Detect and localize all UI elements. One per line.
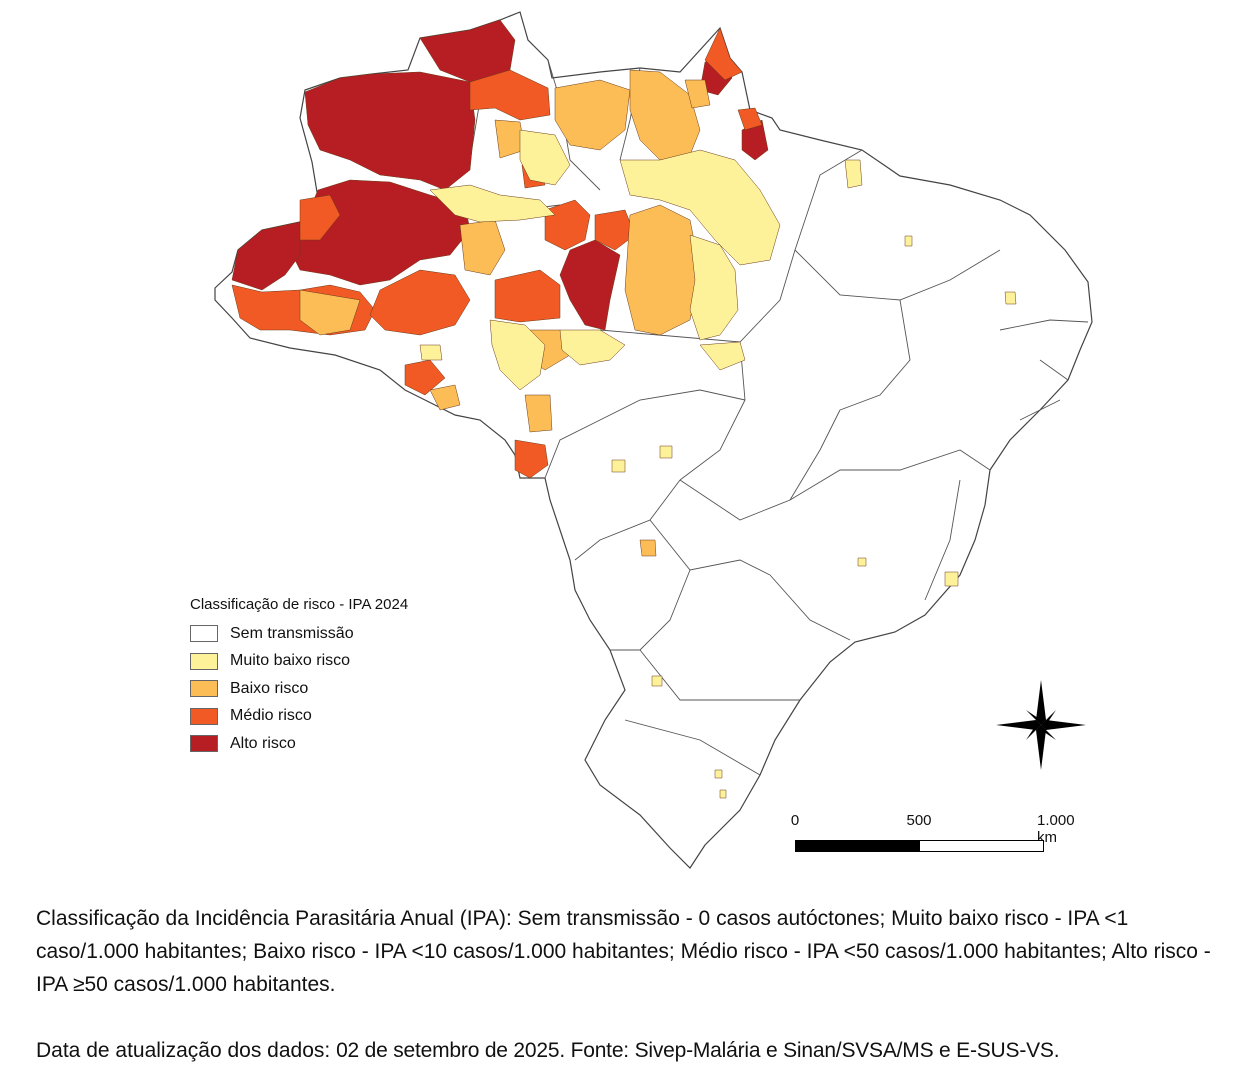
ipa-classification-caption: Classificação da Incidência Parasitária … [36,907,1211,996]
legend-swatch [190,625,218,643]
region-medio-risco [299,194,341,241]
scale-segment-black [795,840,919,852]
region-muito-baixo-risco [659,445,673,459]
legend-item-medio-risco: Médio risco [190,703,490,731]
region-medio-risco [594,209,636,251]
region-muito-baixo-risco [719,789,727,799]
region-baixo-risco [639,539,657,557]
region-medio-risco [704,27,743,81]
region-medio-risco [404,359,446,396]
region-baixo-risco [429,384,461,411]
risk-regions [231,19,1017,799]
legend-swatch [190,707,218,725]
region-muito-baixo-risco [944,571,959,587]
brazil-malaria-risk-map [214,11,1093,869]
scale-label-0: 0 [790,812,800,829]
legend-item-sem-transmissao: Sem transmissão [190,620,490,648]
region-alto-risco [231,221,301,291]
scale-segment-white [919,840,1044,852]
legend-title: Classificação de risco - IPA 2024 [190,596,409,613]
region-medio-risco [544,199,591,251]
footer-label: Data de atualização dos dados: [36,1039,331,1062]
region-muito-baixo-risco [699,341,746,371]
footer-source-text: 02 de setembro de 2025. Fonte: Sivep-Mal… [336,1039,1060,1062]
region-muito-baixo-risco [559,329,626,366]
region-medio-risco [369,269,471,336]
legend-label: Médio risco [230,707,312,725]
region-muito-baixo-risco [857,557,867,567]
region-medio-risco [514,439,549,479]
map-legend: Classificação de risco - IPA 2024 Sem tr… [190,594,490,758]
region-muito-baixo-risco [519,129,571,186]
region-muito-baixo-risco [689,234,739,341]
region-alto-risco [304,71,476,191]
region-muito-baixo-risco [419,344,443,361]
region-alto-risco [559,239,621,331]
region-baixo-risco [624,204,701,336]
legend-item-alto-risco: Alto risco [190,730,490,758]
scale-bar: 0 500 1.000 km [780,810,1100,860]
region-muito-baixo-risco [429,184,556,223]
legend-swatch [190,652,218,670]
region-baixo-risco [554,79,631,151]
legend-swatch [190,735,218,753]
region-muito-baixo-risco [651,675,663,687]
legend-item-baixo-risco: Baixo risco [190,675,490,703]
legend-label: Sem transmissão [230,624,354,642]
region-medio-risco [469,69,551,121]
region-muito-baixo-risco [489,319,546,391]
north-arrow-compass-icon [996,680,1086,770]
region-muito-baixo-risco [844,159,863,189]
region-muito-baixo-risco [611,459,626,473]
legend-label: Muito baixo risco [230,652,351,670]
region-baixo-risco [684,79,711,109]
legend-label: Alto risco [230,734,296,752]
scale-label-500: 500 [906,812,932,829]
region-medio-risco [737,107,763,131]
region-muito-baixo-risco [714,769,723,779]
region-baixo-risco [524,394,553,433]
legend-item-muito-baixo-risco: Muito baixo risco [190,648,490,676]
data-source-footer: Data de atualização dos dados: 02 de set… [36,1036,1226,1066]
region-muito-baixo-risco [904,235,913,247]
region-muito-baixo-risco [1004,291,1017,305]
legend-swatch [190,680,218,698]
region-medio-risco [494,269,561,323]
region-baixo-risco [299,289,361,336]
legend-label: Baixo risco [230,679,309,697]
region-muito-baixo-risco [619,149,781,266]
